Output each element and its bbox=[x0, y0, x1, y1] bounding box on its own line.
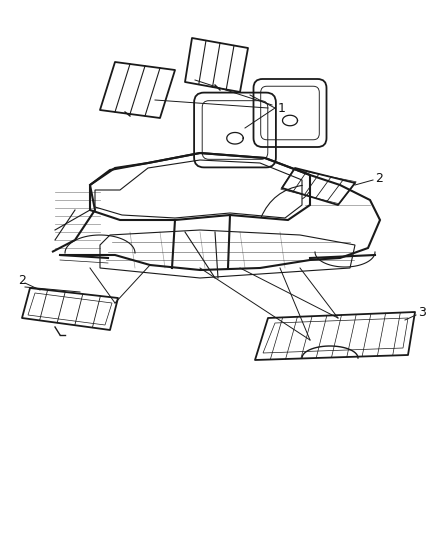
Text: 1: 1 bbox=[278, 101, 286, 115]
Text: 2: 2 bbox=[375, 172, 383, 184]
Text: 3: 3 bbox=[418, 305, 426, 319]
Text: 2: 2 bbox=[18, 273, 26, 287]
